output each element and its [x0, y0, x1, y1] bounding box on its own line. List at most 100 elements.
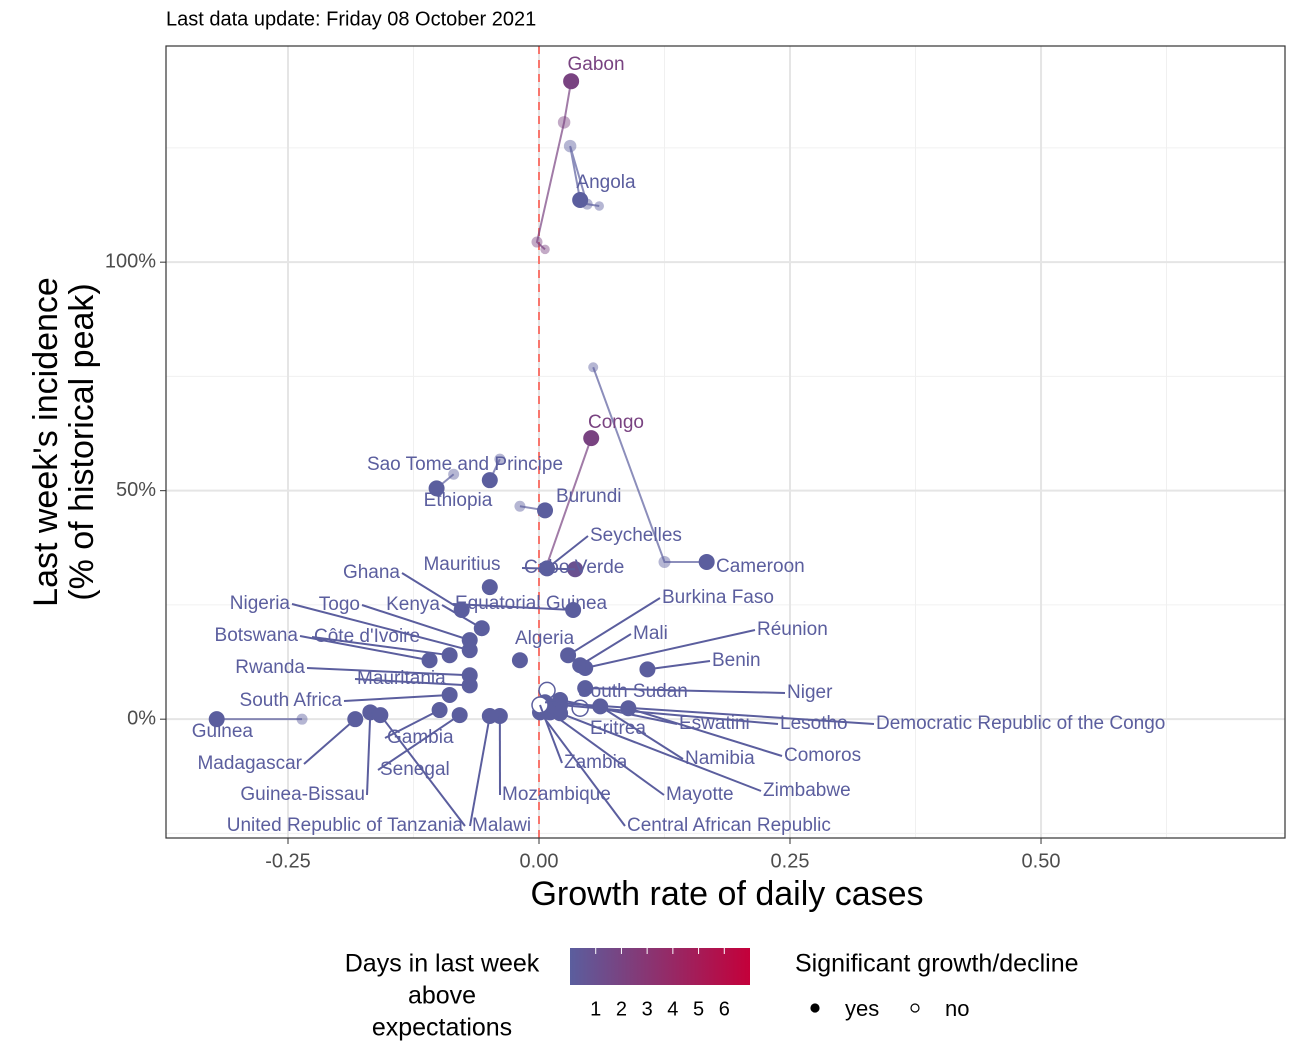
country-label: Burkina Faso: [662, 587, 774, 608]
point: [448, 468, 460, 480]
x-axis-title: Growth rate of daily cases: [530, 875, 923, 913]
leader-line: [539, 704, 563, 764]
color-tick-label: 3: [642, 998, 653, 1020]
leader-layer: [291, 535, 875, 827]
country-label: Burundi: [556, 486, 622, 507]
country-label: Benin: [712, 650, 761, 671]
country-label: South Africa: [240, 690, 343, 711]
country-label: Cameroon: [716, 556, 805, 577]
point: [531, 236, 543, 248]
country-label: Gambia: [387, 727, 454, 748]
y-axis-title: (% of historical peak): [63, 283, 101, 600]
leader-line: [401, 572, 463, 611]
trajectory: [569, 145, 600, 207]
point: [537, 502, 554, 519]
y-axis-title: Last week's incidence: [27, 277, 65, 607]
leader-line: [584, 629, 756, 669]
leader-line: [299, 635, 430, 662]
country-label: Mauritania: [357, 668, 446, 689]
country-label: Eritrea: [590, 718, 646, 739]
country-label: Mozambique: [502, 784, 611, 805]
country-label: Guinea-Bissau: [240, 784, 365, 805]
country-label: Namibia: [685, 748, 755, 769]
color-tick-label: 6: [719, 998, 730, 1020]
legend-label: yes: [845, 996, 879, 1021]
leader-line: [291, 603, 470, 652]
label-layer: Gabon Angola Congo Cameroon Sao Tome and Pri…: [192, 54, 1166, 836]
x-tick-label: 0.00: [520, 850, 559, 872]
leader-line: [377, 714, 461, 771]
country-label: Madagascar: [197, 753, 302, 774]
leader-line: [549, 711, 665, 796]
leader-line: [647, 660, 711, 671]
point: [511, 652, 528, 669]
country-label: Seychelles: [590, 525, 682, 546]
point: [494, 453, 506, 465]
point: [540, 244, 550, 255]
point: [481, 472, 498, 489]
y-tick-label: 100%: [105, 250, 156, 272]
leader-line: [539, 711, 626, 827]
point: [588, 362, 599, 373]
legend-title: Days in last week: [345, 950, 540, 978]
leader-line: [567, 597, 661, 657]
country-label: Sao Tome and Principe: [367, 454, 563, 475]
point: [481, 579, 498, 596]
leader-line: [441, 604, 483, 630]
plot-background: [166, 46, 1285, 838]
leader-line: [585, 687, 786, 694]
country-label: Mayotte: [666, 784, 734, 805]
point: [594, 201, 604, 211]
country-label: South Sudan: [578, 681, 688, 702]
leader-line: [628, 707, 783, 757]
leader-line: [579, 633, 632, 667]
leader-line: [521, 567, 576, 571]
country-label: Niger: [787, 682, 833, 703]
country-label: Guinea: [192, 721, 254, 742]
country-label: Botswana: [215, 625, 299, 646]
leader-line: [559, 704, 779, 725]
point: [563, 139, 577, 153]
legend-label: no: [945, 996, 969, 1021]
legend-title: above: [408, 982, 476, 1010]
data-layer: [208, 73, 715, 728]
legend-title: expectations: [372, 1014, 512, 1042]
color-bar: [570, 948, 750, 985]
leader-line: [311, 636, 450, 657]
country-label: Lesotho: [780, 713, 848, 734]
color-tick-label: 1: [590, 998, 601, 1020]
legend-symbol: [910, 1003, 920, 1013]
point: [428, 480, 445, 497]
subtitle: Last data update: Friday 08 October 2021: [166, 8, 536, 30]
country-label: Malawi: [472, 815, 531, 836]
country-label: Côte d'Ivoire: [314, 626, 420, 647]
country-label: Equatorial Guinea: [455, 593, 608, 614]
leader-line: [303, 718, 356, 765]
country-label: Togo: [319, 594, 360, 615]
country-label: Rwanda: [235, 657, 305, 678]
leader-line: [361, 604, 471, 642]
leader-line: [469, 715, 491, 827]
leader-line: [546, 535, 589, 570]
leader-line: [354, 678, 470, 687]
y-tick-label: 50%: [116, 479, 156, 501]
color-tick-label: 5: [693, 998, 704, 1020]
point: [296, 713, 308, 725]
country-label: Eswatini: [679, 713, 750, 734]
country-label: Cabo Verde: [524, 557, 624, 578]
country-label: Zambia: [564, 752, 628, 773]
leader-line: [366, 712, 372, 796]
point: [557, 116, 571, 129]
trajectory: [535, 81, 573, 251]
country-label: Democratic Republic of the Congo: [876, 713, 1165, 734]
x-tick-label: 0.50: [1022, 850, 1061, 872]
point: [514, 500, 526, 512]
country-label: United Republic of Tanzania: [227, 815, 464, 836]
legend-symbol: [810, 1003, 820, 1013]
plot-border: [165, 45, 1286, 839]
country-label: Algeria: [515, 628, 575, 649]
leader-line: [379, 714, 466, 827]
x-tick-label: 0.25: [771, 850, 810, 872]
country-label: Congo: [588, 412, 644, 433]
